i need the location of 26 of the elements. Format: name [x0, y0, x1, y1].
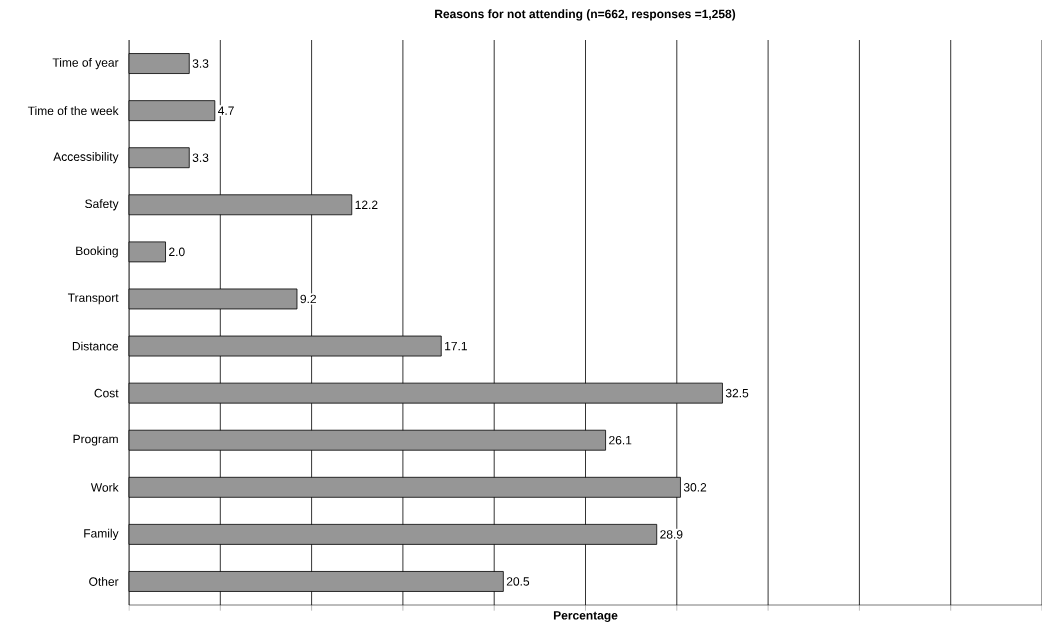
data-label: 30.2 [683, 483, 707, 492]
y-tick-label: Transport [67, 293, 119, 305]
data-label: 20.5 [506, 577, 530, 586]
data-label: 2.0 [169, 247, 185, 257]
y-tick-label: Other [89, 577, 119, 586]
data-label: 3.3 [192, 153, 209, 162]
y-tick-label: Cost [94, 388, 119, 398]
y-tick-label: Safety [85, 199, 119, 211]
y-tick-label: Accessibility [53, 152, 119, 164]
data-label: 4.7 [218, 106, 234, 115]
data-label: 9.2 [300, 294, 316, 304]
y-tick-label: Time of year [52, 57, 119, 70]
data-label: 3.3 [192, 59, 209, 68]
data-label: 26.1 [609, 435, 632, 445]
data-label: 28.9 [660, 530, 683, 539]
data-label: 17.1 [445, 341, 467, 351]
data-label: 12.2 [355, 200, 378, 209]
y-tick-label: Time of the week [27, 106, 119, 116]
y-tick-label: Program [73, 434, 118, 446]
y-tick-label: Distance [72, 341, 119, 351]
y-tick-label: Booking [76, 246, 118, 258]
y-tick-label: Work [90, 482, 119, 492]
x-axis-title: Percentage [553, 611, 618, 623]
chart-title: Reasons for not attending (n=662, responses =1,258) [435, 9, 736, 21]
data-label: 32.5 [725, 388, 749, 398]
y-tick-label: Family [84, 528, 119, 540]
